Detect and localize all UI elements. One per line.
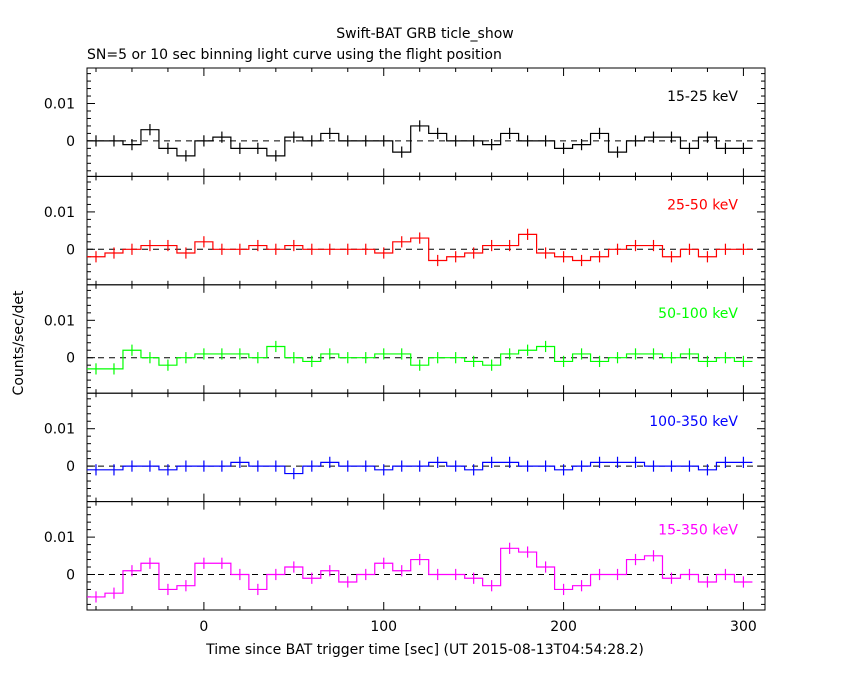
panel-4: 0 0.01 100-350 keV xyxy=(44,392,766,503)
panel-3: 0 0.01 50-100 keV xyxy=(44,284,766,394)
panel-frame xyxy=(86,284,766,394)
series-label: 15-350 keV xyxy=(658,523,738,539)
y-tick-label: 0 xyxy=(66,459,75,475)
series-step-line xyxy=(87,345,753,370)
y-tick-label: 0 xyxy=(66,242,75,258)
panels: 0 0.01 15-25 keV 0 0.01 25-50 keV 0 0.01 50-100 … xyxy=(44,67,766,635)
y-tick-label: 0.01 xyxy=(44,313,75,329)
series-step-line xyxy=(87,233,753,262)
y-tick-label: 0.01 xyxy=(44,205,75,221)
x-axis-label: Time since BAT trigger time [sec] (UT 20… xyxy=(205,642,644,658)
series-step-line xyxy=(87,547,753,598)
panel-frame xyxy=(86,67,766,177)
panel-5: 0 0.01 15-350 keV xyxy=(44,501,766,611)
y-axis-label: Counts/sec/det xyxy=(11,290,27,395)
chart-subtitle: SN=5 or 10 sec binning light curve using… xyxy=(87,47,502,63)
x-tick-label: 300 xyxy=(730,619,757,635)
panel-2: 0 0.01 25-50 keV xyxy=(44,175,766,286)
series-label: 25-50 keV xyxy=(667,197,738,213)
y-tick-label: 0.01 xyxy=(44,422,75,438)
series-label: 15-25 keV xyxy=(667,89,738,105)
series-label: 100-350 keV xyxy=(649,414,738,430)
panel-frame xyxy=(86,392,766,503)
panel-frame xyxy=(86,175,766,286)
y-tick-label: 0.01 xyxy=(44,530,75,546)
x-tick-label: 100 xyxy=(370,619,397,635)
chart-title: Swift-BAT GRB ticle_show xyxy=(336,26,513,42)
series-label: 50-100 keV xyxy=(658,306,738,322)
y-tick-label: 0 xyxy=(66,567,75,583)
panel-1: 0 0.01 15-25 keV xyxy=(44,67,766,177)
y-tick-label: 0 xyxy=(66,351,75,367)
panel-frame xyxy=(86,501,766,611)
y-tick-label: 0.01 xyxy=(44,97,75,113)
y-tick-label: 0 xyxy=(66,134,75,150)
x-tick-label: 0 xyxy=(199,619,208,635)
x-tick-label: 200 xyxy=(550,619,577,635)
